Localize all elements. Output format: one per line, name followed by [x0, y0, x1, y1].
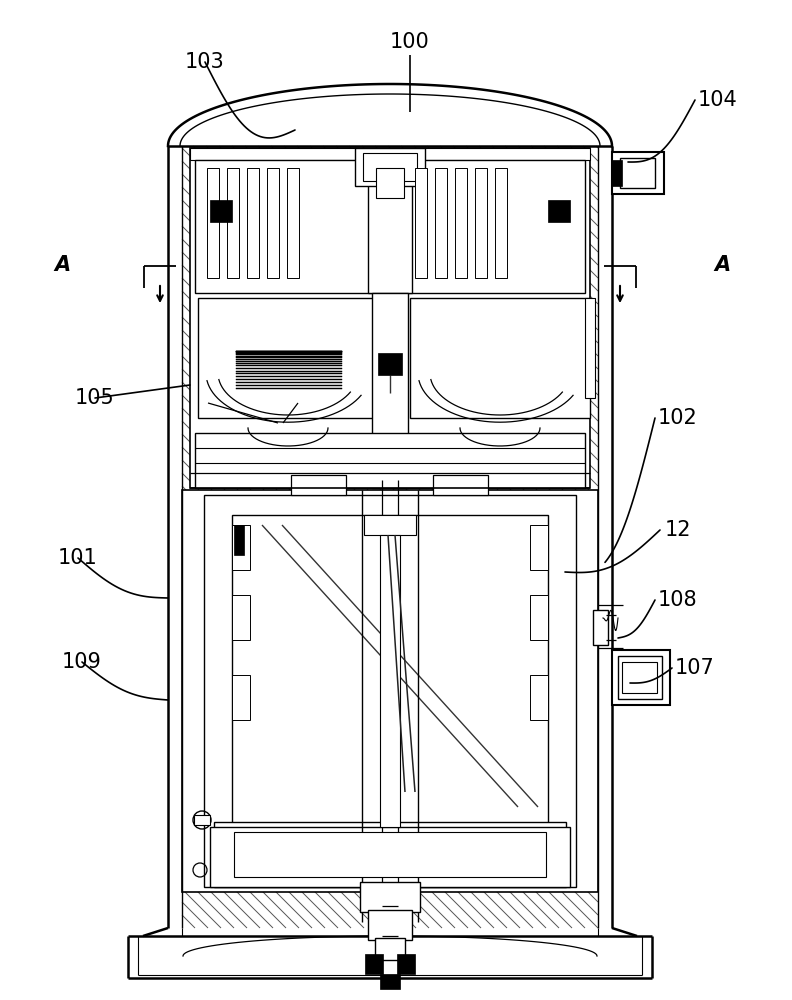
Bar	[363, 153, 417, 181]
Bar	[190, 148, 590, 160]
Text: 102: 102	[658, 408, 698, 428]
Text: 100: 100	[390, 32, 430, 52]
Bar	[195, 433, 585, 488]
Bar	[368, 160, 412, 293]
Bar	[612, 152, 664, 194]
Bar	[618, 656, 662, 699]
Bar	[198, 298, 378, 418]
Bar	[210, 827, 570, 887]
Text: A: A	[54, 255, 70, 275]
Bar	[234, 525, 244, 555]
Bar	[530, 675, 548, 720]
Bar	[530, 525, 548, 570]
Bar	[214, 822, 566, 887]
Bar	[232, 595, 250, 640]
Bar	[365, 954, 383, 974]
Bar	[227, 168, 239, 278]
Bar	[232, 525, 250, 570]
Bar	[232, 515, 548, 847]
Bar	[247, 168, 259, 278]
Bar	[375, 938, 405, 960]
Bar	[378, 353, 402, 375]
Bar	[376, 168, 404, 198]
Bar	[234, 832, 546, 877]
Bar	[182, 490, 598, 892]
Bar	[267, 168, 279, 278]
Text: 103: 103	[185, 52, 225, 72]
Text: A: A	[714, 255, 730, 275]
Bar	[210, 200, 232, 222]
Bar	[360, 882, 420, 912]
Bar	[372, 293, 408, 488]
Bar	[455, 168, 467, 278]
Text: 109: 109	[62, 652, 102, 672]
Bar	[410, 298, 590, 418]
Bar	[368, 910, 412, 940]
Bar	[530, 595, 548, 640]
Bar	[495, 168, 507, 278]
Text: 107: 107	[675, 658, 714, 678]
Bar	[612, 650, 670, 705]
Bar	[548, 200, 570, 222]
Bar	[475, 168, 487, 278]
Bar	[190, 148, 590, 488]
Bar	[397, 954, 415, 974]
Bar	[287, 168, 299, 278]
Bar	[380, 974, 400, 989]
Text: 108: 108	[658, 590, 698, 610]
Bar	[355, 148, 425, 186]
Bar	[207, 168, 219, 278]
Bar	[195, 160, 585, 293]
Bar	[232, 675, 250, 720]
Bar	[612, 160, 622, 186]
Bar	[204, 495, 576, 887]
Bar	[415, 168, 427, 278]
Text: 104: 104	[698, 90, 738, 110]
Text: 101: 101	[58, 548, 98, 568]
Bar	[620, 158, 655, 188]
Bar	[435, 168, 447, 278]
Bar	[593, 610, 608, 645]
Bar	[622, 662, 657, 693]
Bar	[364, 515, 416, 535]
Bar	[194, 815, 210, 825]
Bar	[291, 475, 346, 495]
Text: 12: 12	[665, 520, 691, 540]
Bar	[380, 535, 400, 827]
Text: 105: 105	[75, 388, 115, 408]
Bar	[585, 298, 595, 398]
Bar	[433, 475, 488, 495]
